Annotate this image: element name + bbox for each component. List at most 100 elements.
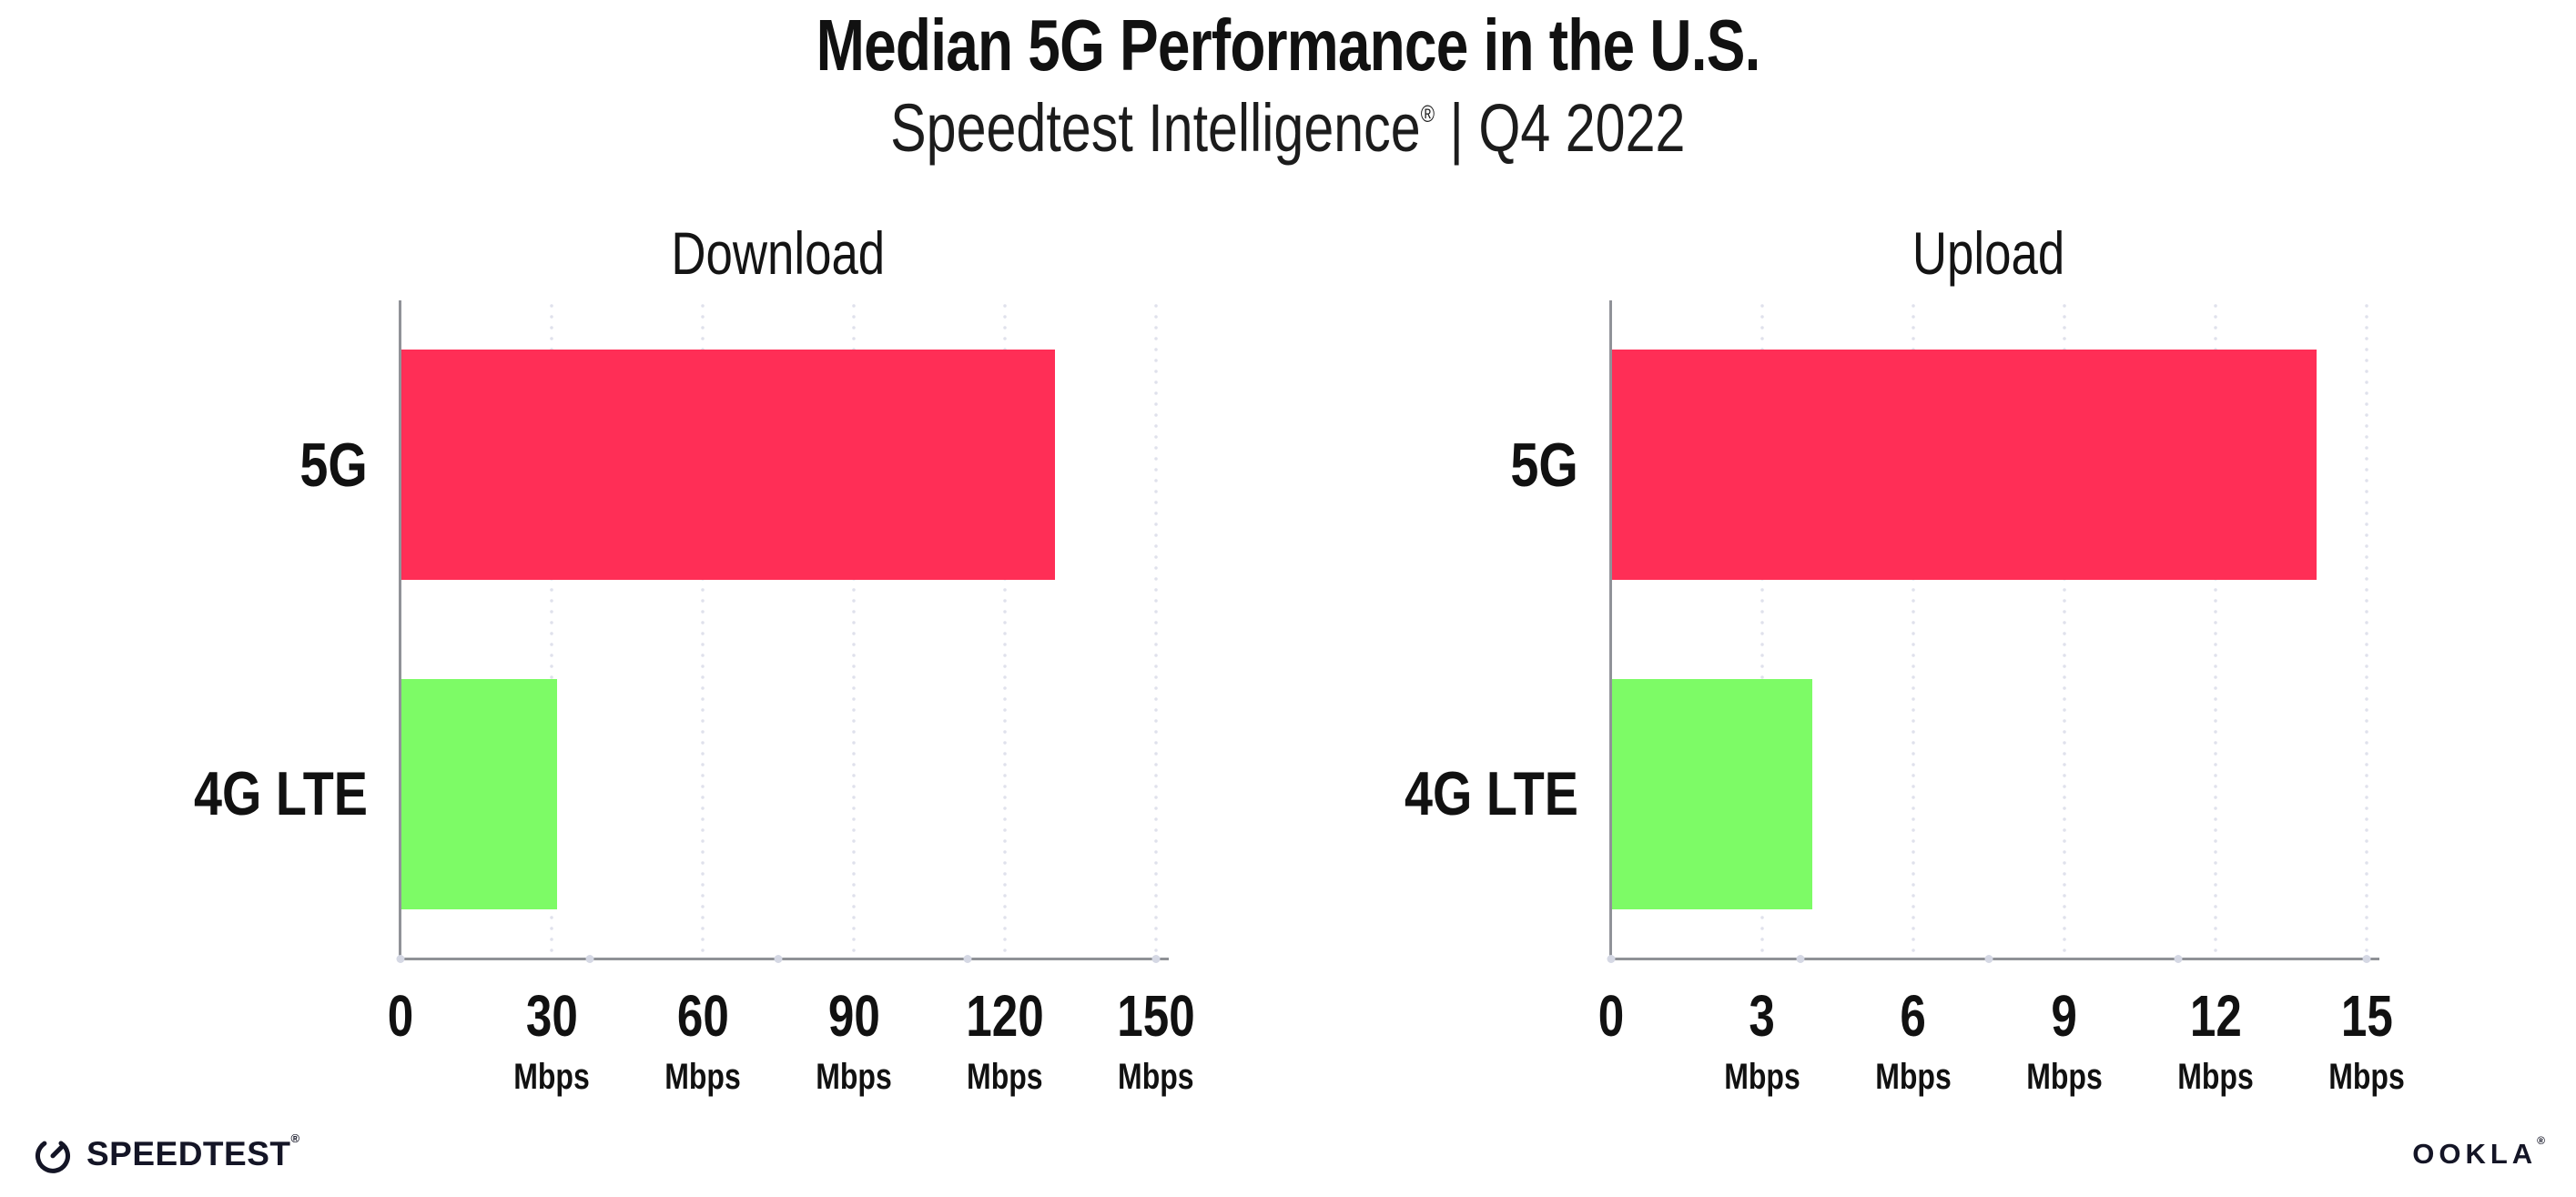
gridline-90-Mbps	[852, 300, 856, 959]
y-axis-line	[399, 300, 401, 959]
bar-4g-lte	[1611, 678, 1813, 909]
x-tick-value: 30	[504, 983, 599, 1049]
bar-5g	[401, 350, 1056, 581]
category-label-4g-lte: 4G LTE	[1366, 758, 1578, 829]
page-title: Median 5G Performance in the U.S.	[0, 7, 2576, 84]
bar-5g	[1611, 350, 2317, 581]
x-tick-value: 0	[1595, 984, 1628, 1049]
x-tick-3: 3 Mbps	[1715, 983, 1810, 1098]
x-axis-dot	[1796, 955, 1804, 963]
x-axis-line	[1609, 958, 2379, 960]
ookla-logo: OOKLA®	[2412, 1134, 2545, 1171]
subtitle-brand: Speedtest Intelligence	[890, 90, 1421, 166]
x-tick-value: 9	[2017, 983, 2112, 1049]
x-tick-150: 150 Mbps	[1108, 983, 1205, 1098]
page-title-text: Median 5G Performance in the U.S.	[816, 5, 1761, 86]
x-tick-unit-text: Mbps	[1118, 1057, 1194, 1098]
gridline-30-Mbps	[550, 300, 553, 959]
x-tick-unit: Mbps	[1108, 1057, 1205, 1097]
gridline-120-Mbps	[1003, 300, 1007, 959]
x-tick-unit-text: Mbps	[2328, 1057, 2405, 1098]
gridline-6-Mbps	[1912, 300, 1915, 959]
x-tick-value-text: 150	[1117, 983, 1195, 1049]
speedtest-logo-text: SPEEDTEST®	[86, 1131, 300, 1172]
x-axis-dot	[396, 955, 405, 963]
x-tick-unit-text: Mbps	[1724, 1057, 1800, 1098]
x-tick-unit-text: Mbps	[2026, 1057, 2103, 1098]
gridline-60-Mbps	[701, 300, 705, 959]
x-tick-120: 120 Mbps	[957, 983, 1054, 1098]
x-tick-value-text: 6	[1900, 983, 1927, 1049]
x-tick-90: 90 Mbps	[806, 983, 901, 1098]
upload-plot-area: 5G 4G LTE 0 3 Mbps 6 Mbps 9 Mbps 12 Mbps 15 Mbps	[1405, 300, 2405, 1097]
x-tick-unit: Mbps	[2319, 1057, 2414, 1097]
x-axis-dot	[963, 955, 971, 963]
category-label-5g: 5G	[1496, 430, 1578, 501]
subtitle-period: | Q4 2022	[1435, 90, 1686, 166]
x-tick-unit: Mbps	[2017, 1057, 2112, 1097]
x-tick-unit-text: Mbps	[2177, 1057, 2254, 1098]
category-label-text: 5G	[1510, 430, 1578, 500]
x-tick-9: 9 Mbps	[2017, 983, 2112, 1098]
x-tick-unit: Mbps	[2168, 1057, 2263, 1097]
subtitle-text: Speedtest Intelligence® | Q4 2022	[890, 93, 1685, 164]
x-tick-value: 90	[806, 983, 901, 1049]
x-tick-6: 6 Mbps	[1866, 983, 1961, 1098]
x-tick-value: 3	[1715, 983, 1810, 1049]
x-axis-line	[399, 958, 1169, 960]
x-tick-value-text: 3	[1749, 983, 1776, 1049]
x-tick-60: 60 Mbps	[655, 983, 750, 1098]
x-tick-value: 120	[957, 983, 1054, 1049]
x-tick-value: 6	[1866, 983, 1961, 1049]
x-axis-dot	[2174, 955, 2182, 963]
gridline-12-Mbps	[2214, 300, 2217, 959]
gridline-3-Mbps	[1760, 300, 1764, 959]
x-tick-value-text: 90	[827, 983, 880, 1049]
x-tick-value-text: 60	[676, 983, 729, 1049]
gridline-15-Mbps	[2365, 300, 2368, 959]
ookla-logo-text: OOKLA	[2412, 1138, 2538, 1170]
x-tick-value: 150	[1108, 983, 1205, 1049]
category-label-5g: 5G	[285, 430, 368, 501]
x-tick-unit-text: Mbps	[1875, 1057, 1952, 1098]
x-tick-unit: Mbps	[1715, 1057, 1810, 1097]
upload-chart-title: Upload	[1912, 219, 2065, 287]
x-tick-unit: Mbps	[1866, 1057, 1961, 1097]
x-tick-15: 15 Mbps	[2319, 983, 2414, 1098]
x-tick-value-text: 9	[2051, 983, 2078, 1049]
category-label-text: 4G LTE	[193, 759, 368, 829]
x-tick-value-text: 0	[387, 983, 414, 1049]
speedtest-registered-mark: ®	[290, 1131, 300, 1145]
speedtest-gauge-icon	[35, 1138, 71, 1173]
y-axis-line	[1609, 300, 1612, 959]
bar-4g-lte	[401, 678, 557, 909]
x-tick-unit-text: Mbps	[664, 1057, 741, 1098]
category-label-text: 5G	[299, 430, 368, 500]
x-tick-value-text: 30	[525, 983, 578, 1049]
gridline-9-Mbps	[2063, 300, 2066, 959]
page-subtitle: Speedtest Intelligence® | Q4 2022	[0, 93, 2576, 164]
x-tick-unit: Mbps	[806, 1057, 901, 1097]
x-tick-value-text: 12	[2189, 983, 2242, 1049]
category-label-4g-lte: 4G LTE	[156, 758, 368, 829]
x-tick-value-text: 15	[2340, 983, 2393, 1049]
x-axis-dot	[774, 955, 783, 963]
x-tick-value: 15	[2319, 983, 2414, 1049]
category-label-text: 4G LTE	[1404, 759, 1578, 829]
gridline-150-Mbps	[1154, 300, 1158, 959]
x-axis-dot	[2362, 955, 2371, 963]
registered-trademark-icon: ®	[1420, 100, 1435, 128]
x-tick-unit-text: Mbps	[816, 1057, 892, 1098]
x-tick-value: 60	[655, 983, 750, 1049]
x-tick-0: 0	[384, 983, 417, 1049]
ookla-registered-mark: ®	[2537, 1133, 2545, 1147]
x-tick-unit: Mbps	[957, 1057, 1054, 1097]
x-axis-dot	[585, 955, 593, 963]
x-tick-unit: Mbps	[655, 1057, 750, 1097]
x-axis-dot	[1151, 955, 1161, 963]
download-chart-title: Download	[671, 219, 886, 287]
x-tick-value-text: 120	[966, 983, 1044, 1049]
x-tick-30: 30 Mbps	[504, 983, 599, 1098]
x-axis-dot	[1607, 955, 1616, 963]
x-axis-dot	[1984, 955, 1993, 963]
